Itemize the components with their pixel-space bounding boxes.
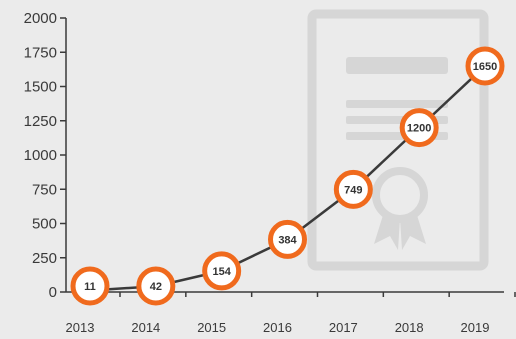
x-tick-label: 2013 [66, 320, 95, 335]
data-point [70, 266, 110, 306]
x-tick-label: 2017 [329, 320, 358, 335]
x-tick-label: 2015 [197, 320, 226, 335]
y-tick-label: 500 [32, 216, 57, 233]
data-label: 154 [212, 266, 231, 278]
data-label: 42 [150, 281, 162, 293]
data-point [399, 108, 439, 148]
x-tick-label: 2018 [395, 320, 424, 335]
y-tick-label: 250 [32, 250, 57, 267]
x-tick-label: 2016 [263, 320, 292, 335]
data-point [136, 266, 176, 306]
y-tick-label: 1500 [24, 79, 57, 96]
data-label: 749 [344, 184, 362, 196]
data-point [268, 219, 307, 259]
x-tick-label: 2014 [131, 320, 160, 335]
x-ticks: 2013 2014 2015 2016 2017 2018 2019 [66, 292, 516, 335]
data-label: 384 [278, 234, 297, 246]
certificate-icon [307, 9, 489, 271]
y-tick-label: 0 [49, 284, 57, 301]
data-label: 1650 [473, 61, 497, 73]
data-label: 1200 [407, 123, 431, 135]
data-point [333, 169, 373, 209]
y-tick-label: 1750 [24, 44, 57, 61]
y-tick-label: 2000 [24, 10, 57, 27]
y-ticks: 0 250 500 750 1000 1250 1500 1750 2000 [24, 10, 66, 301]
y-tick-label: 1000 [24, 147, 57, 164]
y-tick-label: 750 [32, 181, 57, 198]
y-tick-label: 1250 [24, 113, 57, 130]
x-tick-label: 2019 [461, 320, 490, 335]
data-label: 11 [84, 281, 96, 293]
data-points: 11 42 154 384 749 1200 1650 [70, 46, 505, 306]
data-point [465, 46, 505, 86]
data-point [202, 251, 242, 291]
